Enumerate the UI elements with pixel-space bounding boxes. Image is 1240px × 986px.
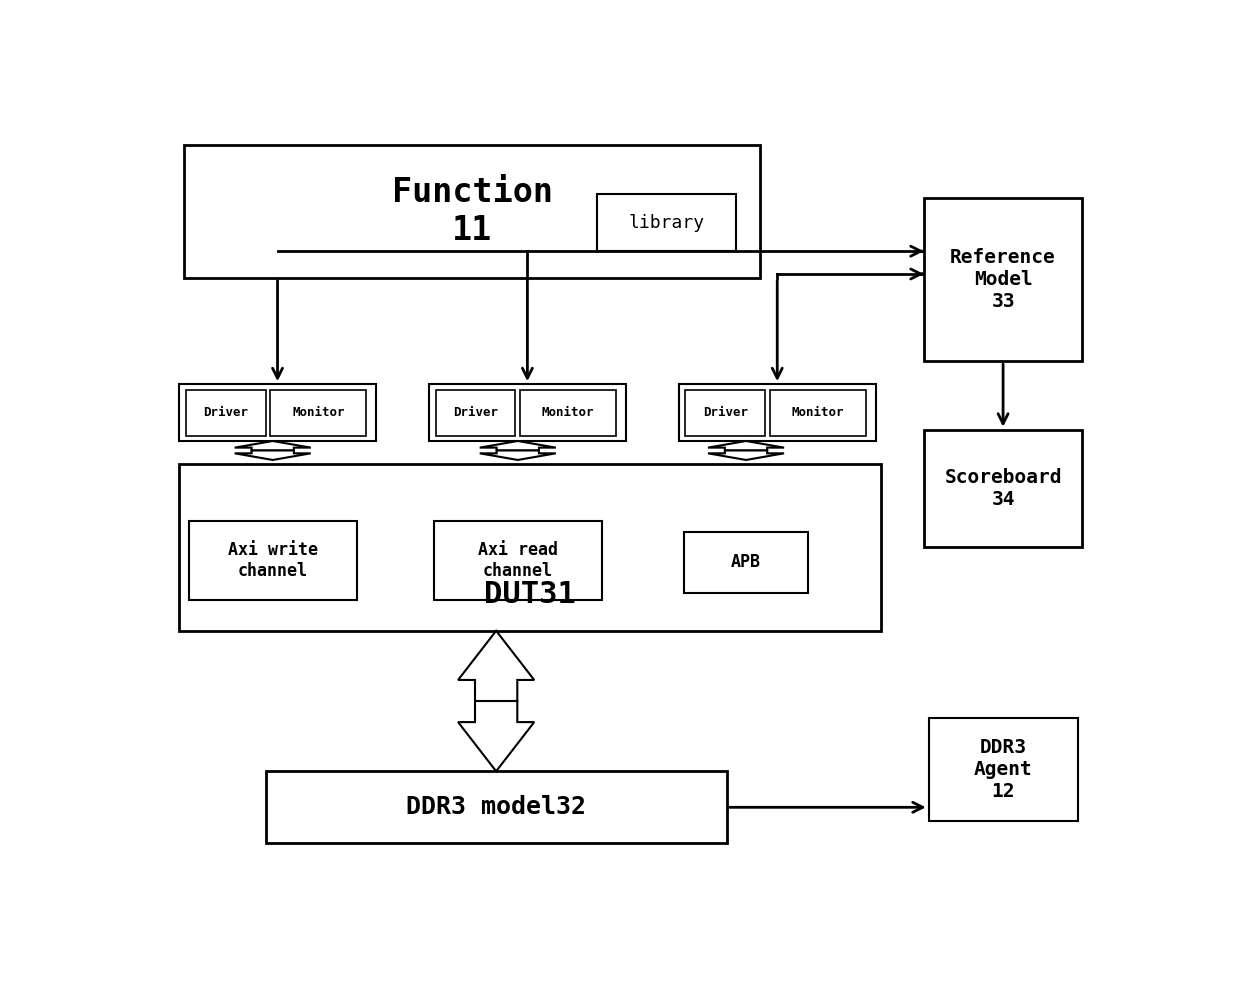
FancyBboxPatch shape <box>924 430 1083 547</box>
Polygon shape <box>480 441 556 451</box>
FancyBboxPatch shape <box>770 390 866 436</box>
Text: Driver: Driver <box>703 406 748 419</box>
Text: Driver: Driver <box>203 406 248 419</box>
Polygon shape <box>708 441 784 451</box>
FancyBboxPatch shape <box>435 390 516 436</box>
FancyBboxPatch shape <box>186 390 265 436</box>
Polygon shape <box>458 701 534 771</box>
FancyBboxPatch shape <box>270 390 367 436</box>
FancyBboxPatch shape <box>434 521 601 600</box>
FancyBboxPatch shape <box>521 390 616 436</box>
FancyBboxPatch shape <box>265 771 727 843</box>
FancyBboxPatch shape <box>429 385 626 441</box>
Polygon shape <box>708 451 784 459</box>
Text: library: library <box>629 214 704 232</box>
Polygon shape <box>480 451 556 459</box>
FancyBboxPatch shape <box>678 385 875 441</box>
Text: Monitor: Monitor <box>542 406 594 419</box>
Text: Reference
Model
33: Reference Model 33 <box>950 248 1056 312</box>
Text: Axi read
channel: Axi read channel <box>477 541 558 580</box>
FancyBboxPatch shape <box>683 532 808 593</box>
Text: Function
11: Function 11 <box>392 176 553 246</box>
FancyBboxPatch shape <box>686 390 765 436</box>
FancyBboxPatch shape <box>184 145 760 278</box>
Polygon shape <box>234 441 311 451</box>
FancyBboxPatch shape <box>188 521 357 600</box>
FancyBboxPatch shape <box>179 463 880 631</box>
Polygon shape <box>234 451 311 459</box>
FancyBboxPatch shape <box>924 198 1083 361</box>
Text: APB: APB <box>732 553 761 572</box>
FancyBboxPatch shape <box>929 718 1078 820</box>
Text: DDR3 model32: DDR3 model32 <box>407 796 587 819</box>
Polygon shape <box>458 631 534 701</box>
Text: DDR3
Agent
12: DDR3 Agent 12 <box>973 738 1033 801</box>
Text: Scoreboard
34: Scoreboard 34 <box>945 468 1061 509</box>
Text: Monitor: Monitor <box>792 406 844 419</box>
Text: Monitor: Monitor <box>293 406 345 419</box>
Text: DUT31: DUT31 <box>484 580 575 608</box>
FancyBboxPatch shape <box>596 194 737 251</box>
Text: Driver: Driver <box>453 406 498 419</box>
Text: Axi write
channel: Axi write channel <box>228 541 317 580</box>
FancyBboxPatch shape <box>179 385 376 441</box>
